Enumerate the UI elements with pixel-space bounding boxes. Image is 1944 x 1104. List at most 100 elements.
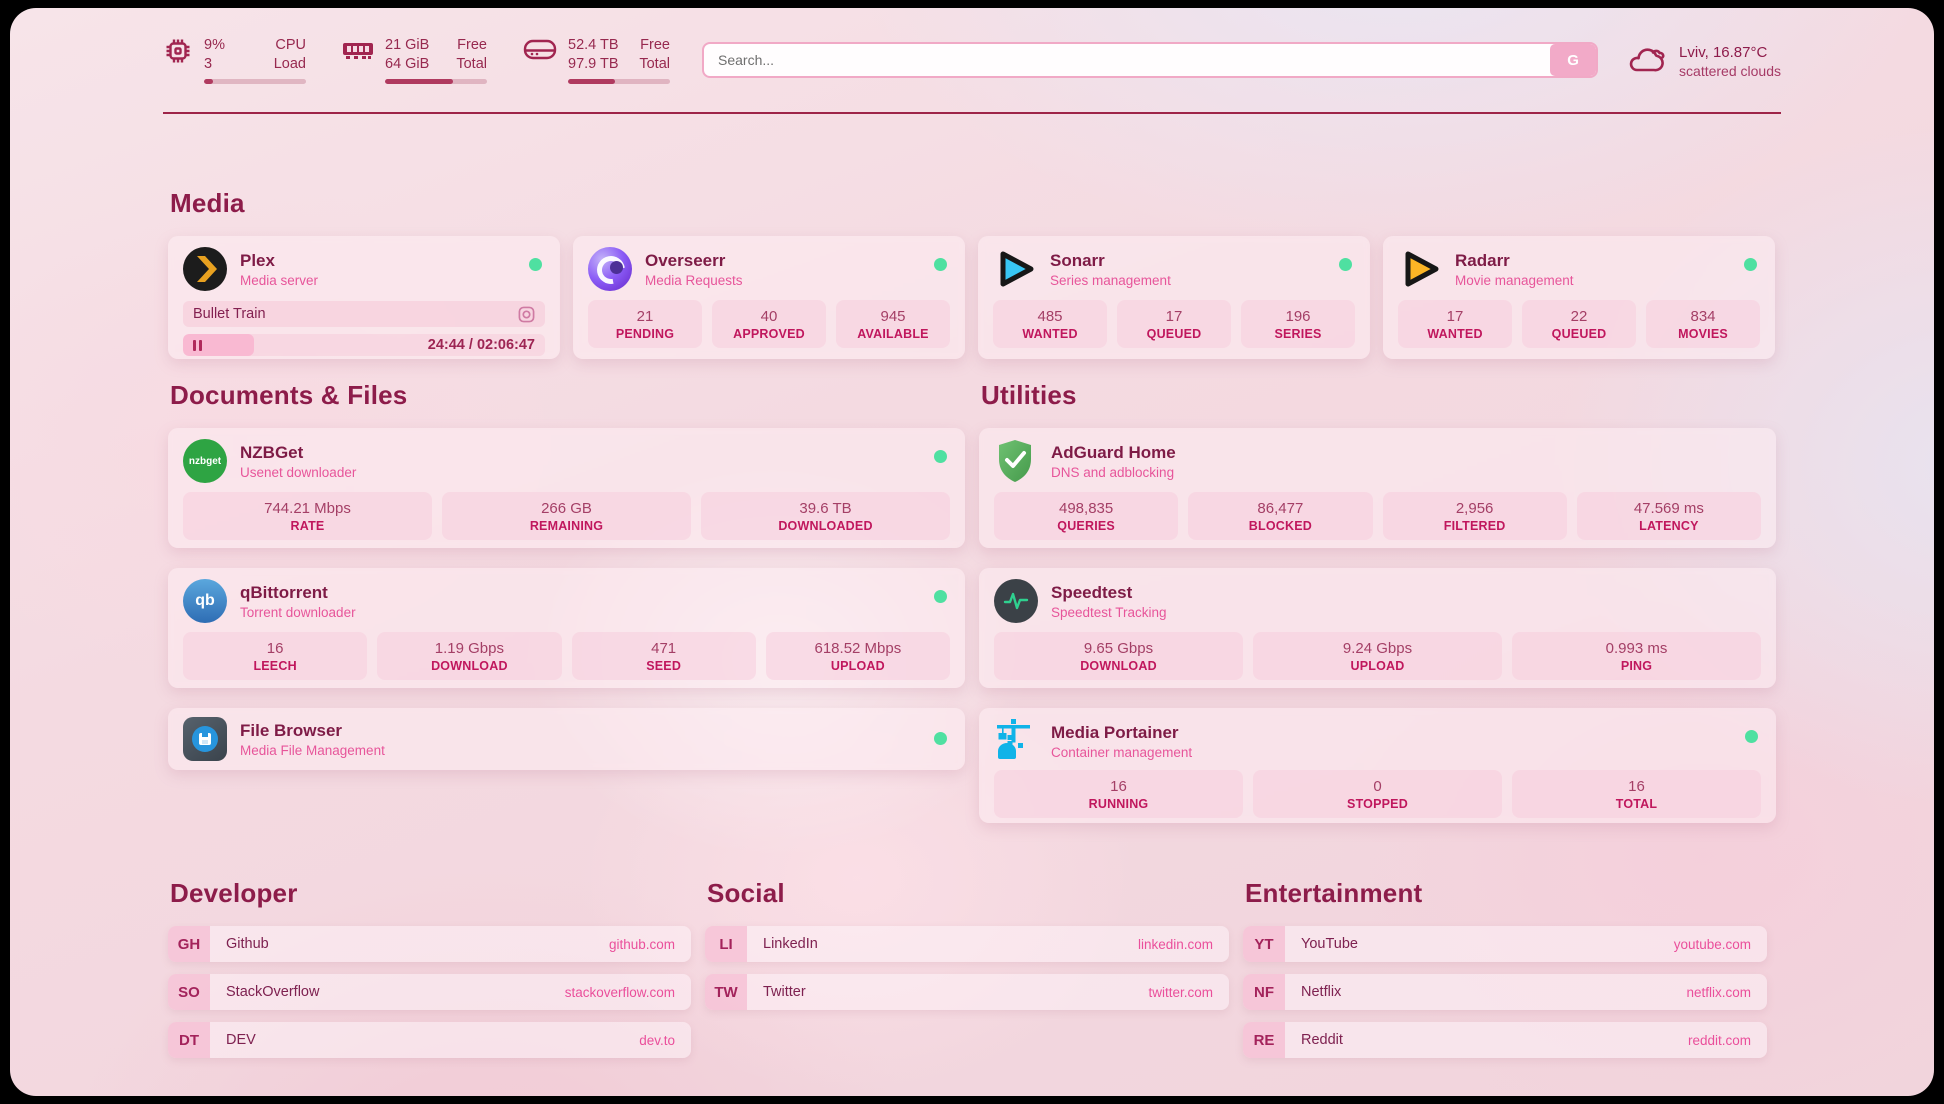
stat-label: WANTED — [1427, 326, 1483, 341]
stat-value: 0.993 ms — [1605, 639, 1668, 657]
stat-label: FILTERED — [1443, 518, 1506, 533]
header-divider — [163, 112, 1781, 114]
bookmark-dev[interactable]: DT DEV dev.to — [168, 1022, 691, 1058]
bookmark-reddit[interactable]: RE Reddit reddit.com — [1243, 1022, 1767, 1058]
adguard-icon — [994, 439, 1038, 483]
app-name: Radarr — [1455, 250, 1510, 270]
status-dot — [1745, 730, 1758, 743]
disk-free-value: 52.4 TB — [568, 36, 619, 53]
status-dot — [934, 590, 947, 603]
app-desc: Series management — [1050, 273, 1171, 289]
bookmark-name: Github — [226, 936, 269, 952]
app-name: Speedtest — [1051, 582, 1133, 602]
stat-label: QUEUED — [1146, 326, 1202, 341]
weather-widget[interactable]: Lviv, 16.87°C scattered clouds — [1626, 42, 1781, 79]
app-name: Overseerr — [645, 250, 726, 270]
section-title-utilities: Utilities — [981, 380, 1077, 410]
app-desc: Speedtest Tracking — [1051, 605, 1167, 621]
app-desc: Torrent downloader — [240, 605, 356, 621]
status-dot — [1744, 258, 1757, 271]
bookmark-name: Reddit — [1301, 1032, 1343, 1048]
stat-tile: 16 TOTAL — [1512, 770, 1761, 818]
ram-icon — [342, 36, 374, 64]
section-title-social: Social — [707, 878, 785, 908]
now-playing-row: Bullet Train — [183, 301, 545, 327]
stat-tile: 2,956 FILTERED — [1382, 492, 1567, 540]
bookmark-abbr: SO — [168, 974, 210, 1010]
utilities-section: Utilities AdGuard Home — [979, 380, 1776, 823]
stat-tile: 40 APPROVED — [712, 300, 826, 348]
status-dot — [529, 258, 542, 271]
filebrowser-card[interactable]: File Browser Media File Management — [168, 708, 965, 770]
bookmark-netflix[interactable]: NF Netflix netflix.com — [1243, 974, 1767, 1010]
stat-tile: 485 WANTED — [993, 300, 1107, 348]
bookmark-abbr: NF — [1243, 974, 1285, 1010]
bookmark-github[interactable]: GH Github github.com — [168, 926, 691, 962]
stat-tile: 498,835 QUERIES — [994, 492, 1179, 540]
developer-section: Developer GH Github github.com SO StackO… — [168, 878, 691, 1070]
app-desc: Media File Management — [240, 743, 385, 759]
bookmark-name: YouTube — [1301, 936, 1358, 952]
app-desc: Usenet downloader — [240, 465, 357, 481]
stat-value: 9.24 Gbps — [1342, 639, 1413, 657]
stat-tile: 618.52 Mbps UPLOAD — [765, 632, 950, 680]
disk-progress-bar — [568, 79, 670, 85]
stat-tile: 21 PENDING — [588, 300, 702, 348]
stat-tile: 17 QUEUED — [1117, 300, 1231, 348]
nzbget-card[interactable]: nzbget NZBGet Usenet downloader 744.21 M… — [168, 428, 965, 548]
entertainment-section: Entertainment YT YouTube youtube.com NF … — [1243, 878, 1767, 1070]
stat-label: SEED — [646, 658, 682, 673]
bookmark-url: youtube.com — [1673, 936, 1751, 952]
social-section: Social LI LinkedIn linkedin.com TW Twitt… — [705, 878, 1229, 1022]
bookmark-stackoverflow[interactable]: SO StackOverflow stackoverflow.com — [168, 974, 691, 1010]
ram-free-label: Free — [457, 36, 487, 53]
stat-label: APPROVED — [733, 326, 805, 341]
bookmark-name: Netflix — [1301, 984, 1342, 1000]
playback-progress[interactable]: 24:44 / 02:06:47 — [183, 334, 545, 356]
bookmark-url: netflix.com — [1686, 984, 1751, 1000]
ram-free-value: 21 GiB — [385, 36, 430, 53]
search-engine-button[interactable]: G — [1550, 44, 1597, 76]
now-playing-title: Bullet Train — [193, 306, 266, 322]
bookmark-linkedin[interactable]: LI LinkedIn linkedin.com — [705, 926, 1229, 962]
disk-icon — [523, 36, 557, 64]
radarr-card[interactable]: Radarr Movie management 17 WANTED 22 QUE… — [1383, 236, 1775, 359]
stat-label: BLOCKED — [1248, 518, 1312, 533]
stat-value: 0 — [1373, 777, 1382, 795]
disk-total-label: Total — [639, 56, 670, 72]
qbittorrent-card[interactable]: qb qBittorrent Torrent downloader 16 LEE… — [168, 568, 965, 688]
status-dot — [934, 732, 947, 745]
status-dot — [1339, 258, 1352, 271]
bookmark-url: dev.to — [639, 1032, 675, 1048]
sonarr-card[interactable]: Sonarr Series management 485 WANTED 17 Q… — [978, 236, 1370, 359]
pause-icon[interactable] — [193, 339, 202, 351]
cpu-load-value: 3 — [204, 56, 213, 72]
status-dot — [934, 258, 947, 271]
stat-value: 498,835 — [1059, 499, 1114, 517]
stat-label: QUERIES — [1057, 518, 1115, 533]
stat-value: 17 — [1165, 307, 1183, 325]
portainer-card[interactable]: Media Portainer Container management 16 … — [979, 708, 1776, 823]
stat-value: 2,956 — [1455, 499, 1494, 517]
search-input[interactable] — [704, 44, 1551, 76]
overseerr-card[interactable]: Overseerr Media Requests 21 PENDING 40 A… — [573, 236, 965, 359]
app-name: NZBGet — [240, 442, 304, 462]
sonarr-icon — [993, 247, 1037, 291]
adguard-card[interactable]: AdGuard Home DNS and adblocking 498,835 … — [979, 428, 1776, 548]
plex-card[interactable]: Plex Media server Bullet Train — [168, 236, 560, 359]
bookmark-abbr: TW — [705, 974, 747, 1010]
stat-label: DOWNLOAD — [431, 658, 508, 673]
bookmark-abbr: GH — [168, 926, 210, 962]
bookmark-abbr: YT — [1243, 926, 1285, 962]
stat-tile: 17 WANTED — [1398, 300, 1512, 348]
ram-total-label: Total — [456, 56, 487, 72]
bookmark-twitter[interactable]: TW Twitter twitter.com — [705, 974, 1229, 1010]
stat-value: 485 — [1037, 307, 1063, 325]
stat-tile: 39.6 TB DOWNLOADED — [701, 492, 950, 540]
stat-label: AVAILABLE — [857, 326, 929, 341]
bookmark-youtube[interactable]: YT YouTube youtube.com — [1243, 926, 1767, 962]
speedtest-card[interactable]: Speedtest Speedtest Tracking 9.65 Gbps D… — [979, 568, 1776, 688]
bookmark-name: DEV — [226, 1032, 256, 1048]
stat-value: 39.6 TB — [799, 499, 852, 517]
bookmark-url: reddit.com — [1687, 1032, 1751, 1048]
